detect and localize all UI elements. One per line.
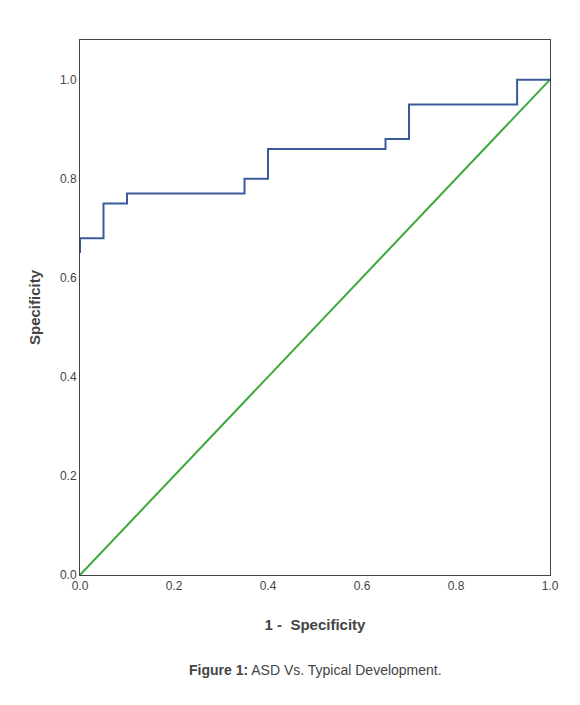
svg-text:0.4: 0.4	[60, 370, 77, 384]
svg-text:0.4: 0.4	[260, 579, 277, 593]
svg-text:0.8: 0.8	[448, 579, 465, 593]
svg-text:1 - Specificity: 1 - Specificity	[265, 616, 367, 633]
svg-text:Specificity: Specificity	[26, 269, 43, 345]
svg-text:0.2: 0.2	[166, 579, 183, 593]
svg-text:0.6: 0.6	[60, 271, 77, 285]
svg-text:0.6: 0.6	[354, 579, 371, 593]
svg-text:0.8: 0.8	[60, 172, 77, 186]
svg-text:1.0: 1.0	[542, 579, 559, 593]
svg-text:0.0: 0.0	[60, 568, 77, 582]
svg-text:Figure 1: ASD Vs. Typical Deve: Figure 1: ASD Vs. Typical Development.	[189, 662, 442, 678]
svg-text:1.0: 1.0	[60, 73, 77, 87]
svg-text:0.0: 0.0	[72, 579, 89, 593]
svg-text:0.2: 0.2	[60, 469, 77, 483]
